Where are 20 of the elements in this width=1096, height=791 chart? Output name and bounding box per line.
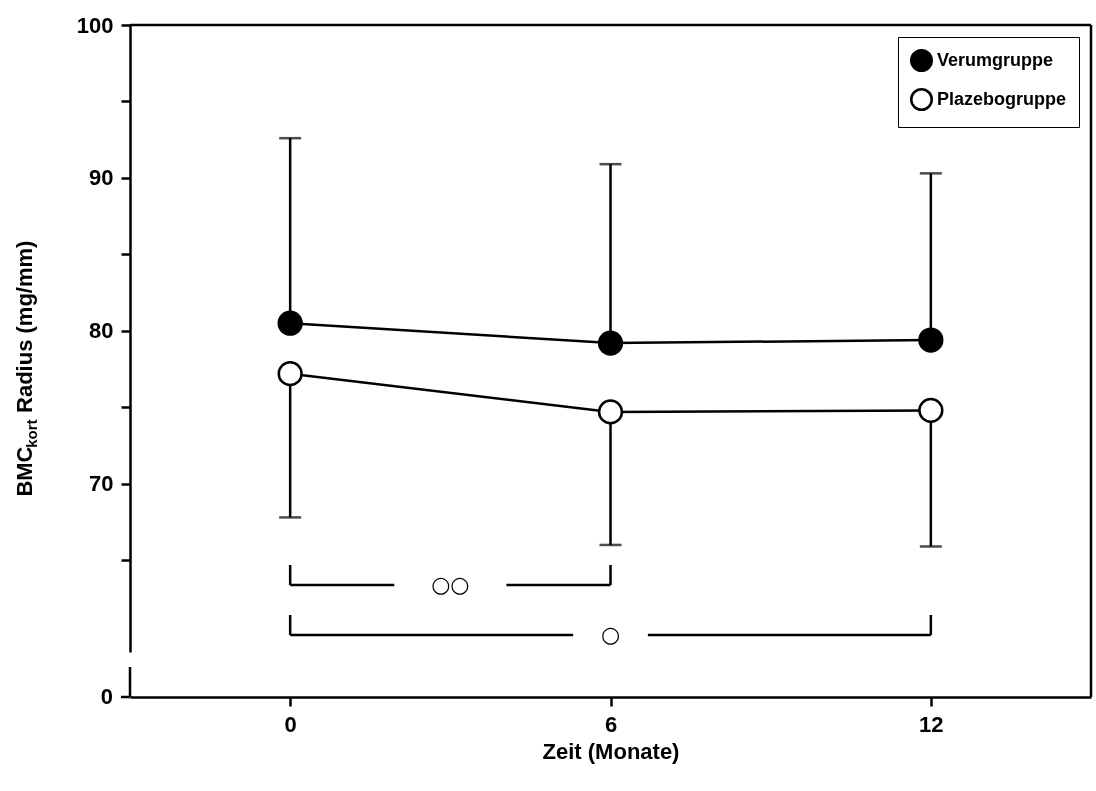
y-tick-label: 80 [89, 318, 114, 344]
annotation: ○ [600, 622, 621, 647]
y-tick-label: 100 [76, 12, 114, 38]
point [597, 330, 624, 356]
annotation: ○○ [431, 572, 470, 597]
x-tick-label: 0 [284, 711, 297, 737]
legend-label: Verumgruppe [937, 49, 1054, 70]
x-tick-label: 6 [604, 711, 618, 737]
y-axis-title: BMCkort Radius (mg/mm) [12, 240, 40, 497]
point [597, 399, 624, 425]
legend-label: Plazebogruppe [937, 88, 1067, 109]
x-axis-title: Zeit (Monate) [542, 738, 680, 764]
point [918, 327, 944, 353]
text: 0 [100, 684, 113, 709]
y-tick-label: 70 [89, 471, 114, 497]
x-tick-label: 12 [919, 711, 944, 737]
point [277, 310, 303, 336]
point [918, 397, 944, 424]
point [277, 361, 303, 387]
y-tick-label: 90 [89, 165, 114, 191]
